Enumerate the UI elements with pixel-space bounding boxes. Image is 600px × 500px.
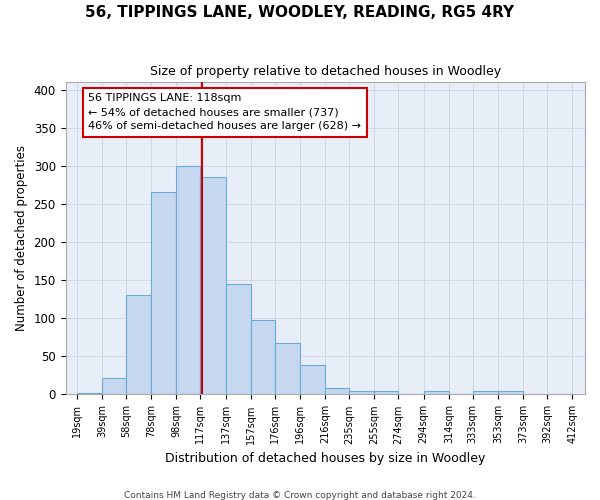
Bar xyxy=(300,366,325,394)
Bar xyxy=(275,342,300,394)
Bar xyxy=(424,390,449,394)
Bar xyxy=(226,284,251,395)
Bar xyxy=(498,392,523,394)
Text: 56 TIPPINGS LANE: 118sqm
← 54% of detached houses are smaller (737)
46% of semi-: 56 TIPPINGS LANE: 118sqm ← 54% of detach… xyxy=(88,94,361,132)
Bar xyxy=(325,388,349,394)
Title: Size of property relative to detached houses in Woodley: Size of property relative to detached ho… xyxy=(150,65,501,78)
Bar xyxy=(349,390,374,394)
Bar xyxy=(126,296,151,394)
Text: 56, TIPPINGS LANE, WOODLEY, READING, RG5 4RY: 56, TIPPINGS LANE, WOODLEY, READING, RG5… xyxy=(85,5,515,20)
Text: Contains HM Land Registry data © Crown copyright and database right 2024.: Contains HM Land Registry data © Crown c… xyxy=(124,490,476,500)
Bar xyxy=(102,378,126,394)
Bar xyxy=(176,166,200,394)
Bar xyxy=(151,192,176,394)
Bar xyxy=(77,393,102,394)
X-axis label: Distribution of detached houses by size in Woodley: Distribution of detached houses by size … xyxy=(165,452,485,465)
Bar xyxy=(473,390,498,394)
Bar xyxy=(251,320,275,394)
Y-axis label: Number of detached properties: Number of detached properties xyxy=(15,145,28,331)
Bar xyxy=(374,392,398,394)
Bar xyxy=(200,177,226,394)
